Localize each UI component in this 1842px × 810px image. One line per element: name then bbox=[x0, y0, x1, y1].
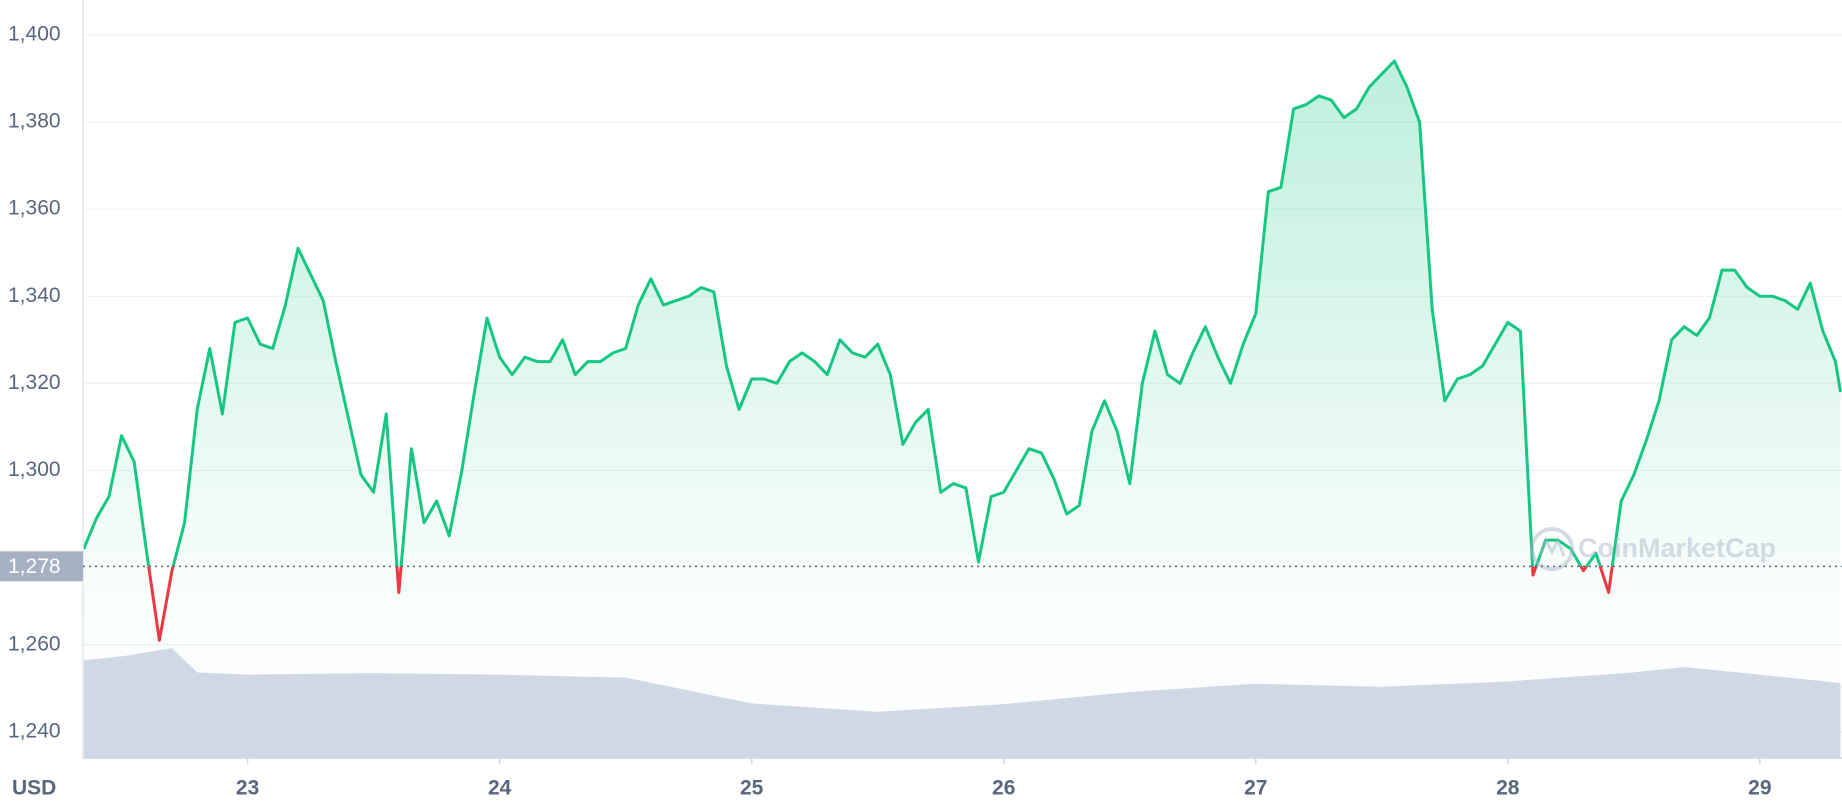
y-tick-label: 1,400 bbox=[8, 22, 61, 45]
watermark-logo-mark bbox=[1538, 536, 1566, 557]
x-tick-label: 27 bbox=[1244, 777, 1267, 800]
baseline-label: 1,278 bbox=[8, 555, 61, 578]
currency-label: USD bbox=[12, 777, 56, 800]
watermark-text: CoinMarketCap bbox=[1578, 533, 1776, 563]
x-tick-label: 26 bbox=[992, 777, 1015, 800]
x-tick-label: 24 bbox=[488, 777, 512, 800]
watermark-logo bbox=[1530, 527, 1574, 571]
y-tick-label: 1,320 bbox=[8, 371, 61, 394]
area-layer bbox=[83, 60, 1841, 759]
price-line-up bbox=[82, 59, 1842, 567]
baseline-label-box bbox=[0, 551, 83, 582]
watermark: CoinMarketCap bbox=[1530, 527, 1776, 571]
volume-area bbox=[83, 648, 1841, 758]
x-tick-label: 29 bbox=[1748, 777, 1771, 800]
y-tick-label: 1,340 bbox=[8, 284, 61, 307]
x-tick-label: 23 bbox=[236, 777, 259, 800]
y-tick-label: 1,300 bbox=[8, 458, 61, 481]
y-tick-label: 1,260 bbox=[8, 632, 61, 655]
y-tick-label: 1,360 bbox=[8, 197, 61, 220]
x-tick-label: 25 bbox=[740, 777, 764, 800]
y-tick-label: 1,240 bbox=[8, 719, 61, 742]
price-area bbox=[83, 60, 1841, 759]
volume-layer bbox=[83, 648, 1841, 758]
y-tick-label: 1,380 bbox=[8, 110, 61, 133]
x-tick-label: 28 bbox=[1496, 777, 1520, 800]
line-layer bbox=[82, 59, 1842, 642]
